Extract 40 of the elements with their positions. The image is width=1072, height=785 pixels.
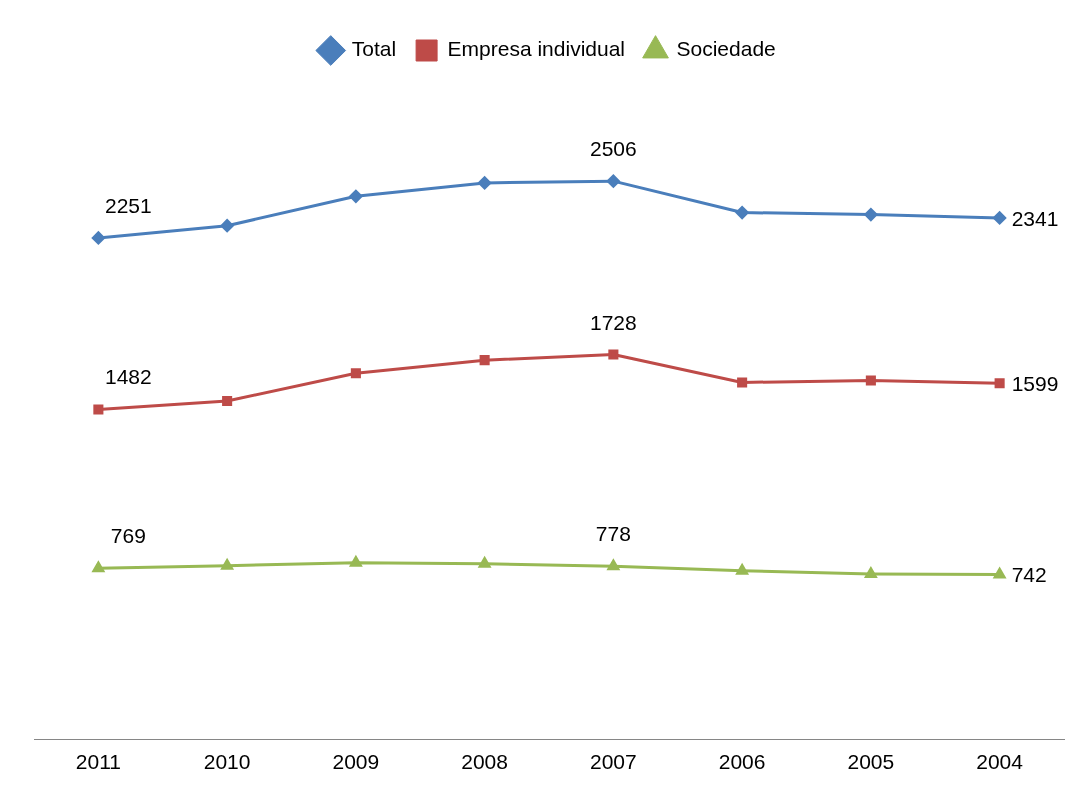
legend-label: Empresa individual [447, 37, 626, 61]
data-label: 778 [595, 522, 631, 546]
x-tick-label: 2005 [847, 750, 895, 774]
point [91, 231, 105, 245]
point [865, 375, 876, 386]
point [607, 559, 620, 571]
point [608, 349, 619, 360]
point [222, 395, 233, 406]
legend-label: Total [351, 37, 397, 61]
point [864, 208, 878, 222]
point [993, 567, 1006, 579]
point [865, 567, 877, 578]
data-label: 769 [110, 524, 146, 548]
legend-label: Sociedade [676, 37, 776, 61]
x-tick-label: 2010 [203, 750, 251, 774]
point [993, 211, 1007, 225]
point [350, 368, 361, 379]
point [220, 219, 234, 233]
point [478, 176, 492, 190]
x-tick-label: 2008 [461, 750, 508, 774]
x-tick-label: 2007 [590, 750, 637, 774]
point [479, 355, 490, 366]
x-tick-label: 2006 [718, 750, 766, 774]
point [93, 404, 104, 415]
point [994, 378, 1005, 389]
x-tick-label: 2011 [75, 750, 121, 774]
point [92, 561, 105, 573]
data-label: 2506 [590, 137, 637, 161]
point [349, 189, 363, 203]
data-label: 742 [1011, 563, 1047, 587]
data-label: 2341 [1011, 206, 1059, 230]
data-label: 1482 [105, 365, 152, 389]
data-label: 1599 [1011, 372, 1059, 396]
point [606, 174, 620, 188]
x-tick-label: 2009 [332, 750, 380, 774]
point [737, 377, 748, 388]
point [735, 206, 749, 220]
x-tick-label: 2004 [976, 750, 1024, 774]
data-label: 2251 [105, 193, 152, 217]
data-label: 1728 [590, 310, 637, 334]
